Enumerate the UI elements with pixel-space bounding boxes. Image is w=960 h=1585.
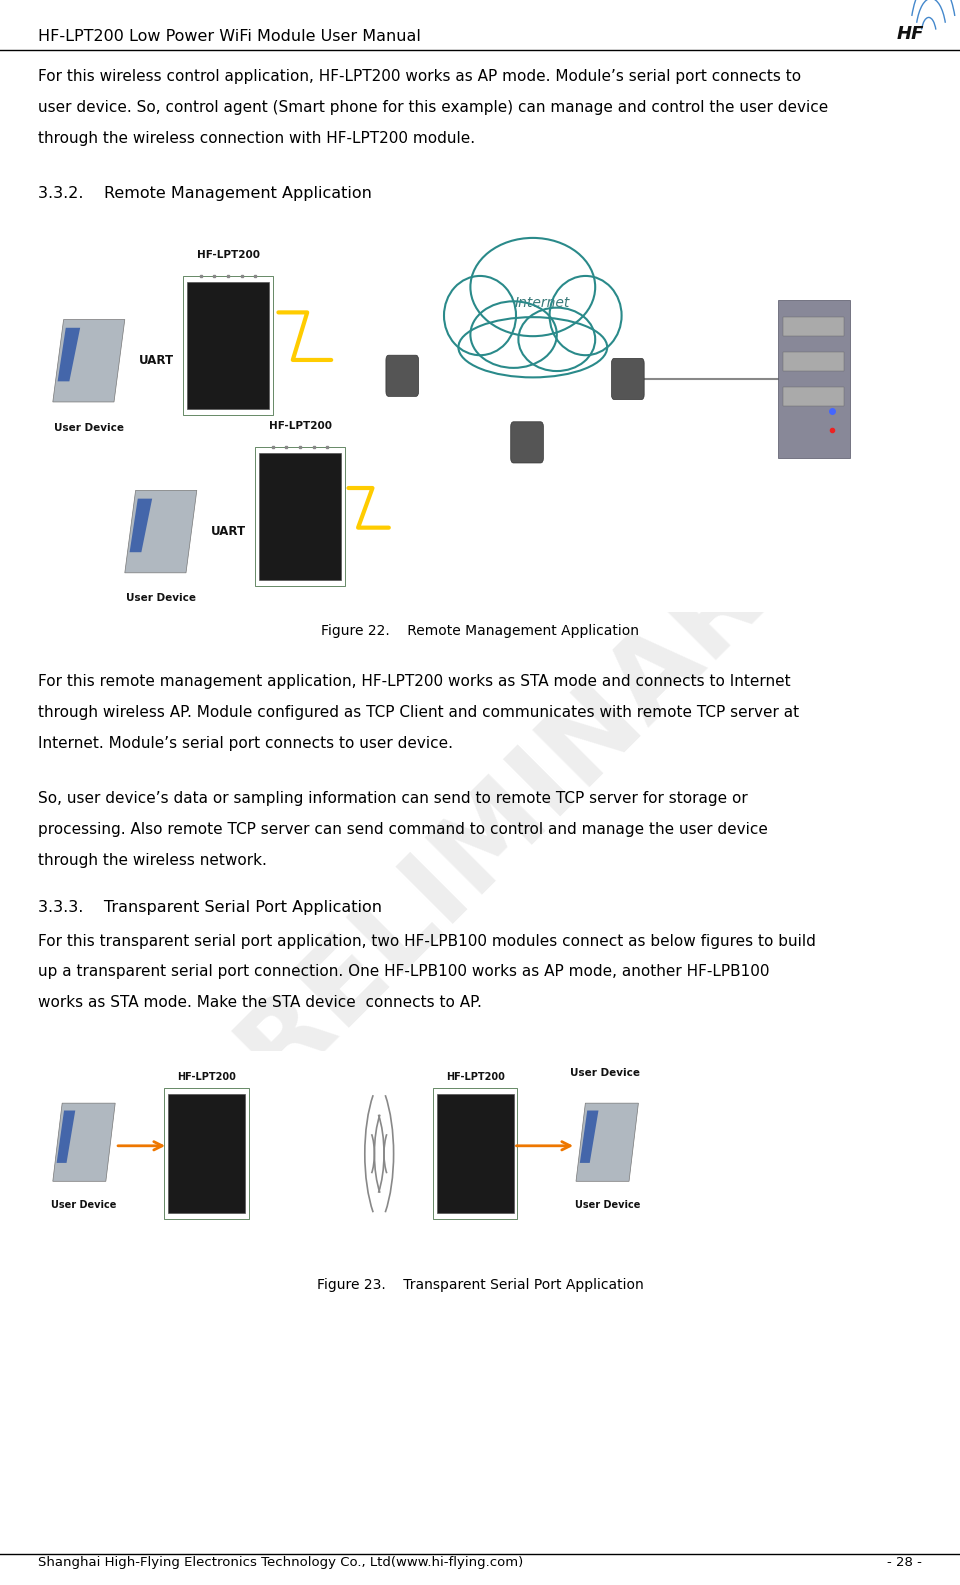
FancyBboxPatch shape (783, 317, 844, 336)
Polygon shape (53, 320, 125, 403)
FancyBboxPatch shape (259, 453, 341, 580)
Text: UART: UART (211, 525, 247, 539)
Text: up a transparent serial port connection. One HF-LPB100 works as AP mode, another: up a transparent serial port connection.… (38, 964, 770, 980)
Text: Figure 22.    Remote Management Application: Figure 22. Remote Management Application (321, 624, 639, 639)
Text: through the wireless network.: through the wireless network. (38, 853, 267, 869)
Text: For this transparent serial port application, two HF-LPB100 modules connect as b: For this transparent serial port applica… (38, 934, 816, 948)
Text: User Device: User Device (574, 1200, 640, 1209)
FancyBboxPatch shape (168, 1094, 245, 1213)
Polygon shape (580, 1111, 598, 1163)
Text: 3.3.2.    Remote Management Application: 3.3.2. Remote Management Application (38, 187, 372, 201)
Polygon shape (576, 1103, 638, 1181)
Text: Internet: Internet (515, 296, 570, 311)
Text: For this remote management application, HF-LPT200 works as STA mode and connects: For this remote management application, … (38, 674, 791, 689)
Ellipse shape (550, 276, 622, 355)
FancyBboxPatch shape (187, 282, 269, 409)
Text: works as STA mode. Make the STA device  connects to AP.: works as STA mode. Make the STA device c… (38, 995, 482, 1010)
Text: processing. Also remote TCP server can send command to control and manage the us: processing. Also remote TCP server can s… (38, 823, 768, 837)
FancyBboxPatch shape (437, 1094, 514, 1213)
Ellipse shape (444, 276, 516, 355)
Text: HF-LPT200: HF-LPT200 (269, 422, 331, 431)
Text: So, user device’s data or sampling information can send to remote TCP server for: So, user device’s data or sampling infor… (38, 791, 748, 807)
Text: User Device: User Device (51, 1200, 117, 1209)
Text: through the wireless connection with HF-LPT200 module.: through the wireless connection with HF-… (38, 130, 475, 146)
FancyBboxPatch shape (29, 1051, 931, 1265)
Text: User Device: User Device (54, 423, 124, 433)
Polygon shape (53, 1103, 115, 1181)
Text: 3.3.3.    Transparent Serial Port Application: 3.3.3. Transparent Serial Port Applicati… (38, 900, 382, 915)
Text: UART: UART (139, 353, 175, 368)
Text: Figure 23.    Transparent Serial Port Application: Figure 23. Transparent Serial Port Appli… (317, 1278, 643, 1292)
FancyBboxPatch shape (778, 300, 850, 458)
FancyBboxPatch shape (612, 358, 644, 399)
FancyBboxPatch shape (386, 355, 419, 396)
Polygon shape (130, 499, 152, 552)
Text: Shanghai High-Flying Electronics Technology Co., Ltd(www.hi-flying.com): Shanghai High-Flying Electronics Technol… (38, 1556, 523, 1569)
FancyBboxPatch shape (783, 352, 844, 371)
Polygon shape (125, 490, 197, 572)
Ellipse shape (470, 301, 557, 368)
FancyBboxPatch shape (29, 223, 931, 612)
Text: For this wireless control application, HF-LPT200 works as AP mode. Module’s seri: For this wireless control application, H… (38, 68, 802, 84)
Text: HF: HF (897, 25, 924, 43)
Ellipse shape (518, 307, 595, 371)
FancyBboxPatch shape (511, 422, 543, 463)
Ellipse shape (470, 238, 595, 336)
Text: HF-LPT200: HF-LPT200 (197, 250, 259, 260)
FancyBboxPatch shape (783, 387, 844, 406)
Text: through wireless AP. Module configured as TCP Client and communicates with remot: through wireless AP. Module configured a… (38, 705, 800, 720)
Text: User Device: User Device (126, 593, 196, 604)
Text: HF-LPT200: HF-LPT200 (177, 1071, 236, 1081)
Polygon shape (57, 1111, 75, 1163)
Polygon shape (58, 328, 80, 382)
Text: - 28 -: - 28 - (887, 1556, 922, 1569)
Text: PRELIMINARY: PRELIMINARY (162, 487, 836, 1162)
Text: User Device: User Device (570, 1068, 639, 1078)
Text: HF-LPT200 Low Power WiFi Module User Manual: HF-LPT200 Low Power WiFi Module User Man… (38, 29, 421, 43)
Text: Internet. Module’s serial port connects to user device.: Internet. Module’s serial port connects … (38, 735, 453, 751)
Ellipse shape (459, 317, 608, 377)
Text: user device. So, control agent (Smart phone for this example) can manage and con: user device. So, control agent (Smart ph… (38, 100, 828, 114)
Text: HF-LPT200: HF-LPT200 (445, 1071, 505, 1081)
